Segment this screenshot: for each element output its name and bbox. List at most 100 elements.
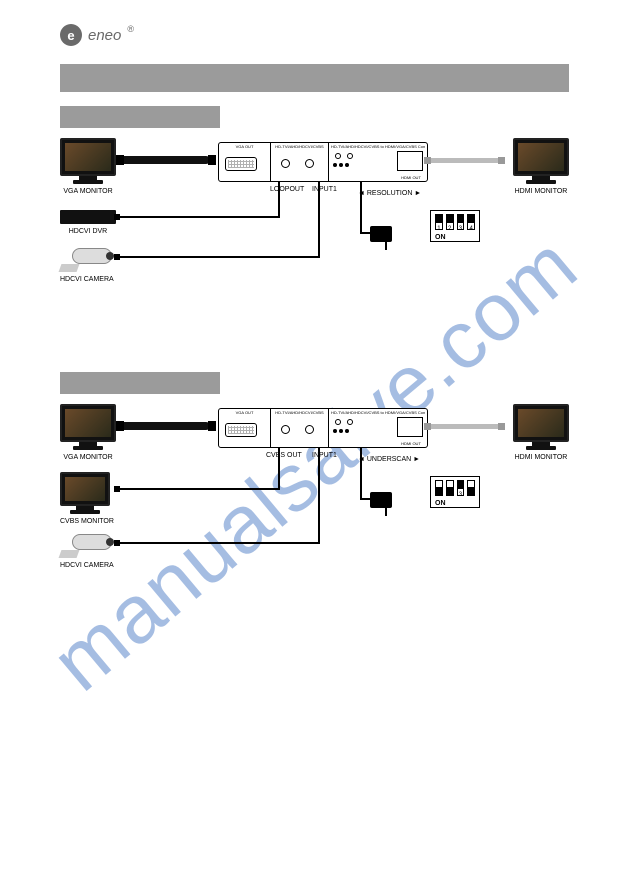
- knob-2b: [347, 419, 353, 425]
- hdmi-plug-r: [498, 157, 505, 164]
- bnc-2-icon: [305, 159, 314, 168]
- topic2-heading-bar: [60, 372, 220, 394]
- cvbs-cable-h: [118, 488, 278, 490]
- dip2-n3: 3: [457, 492, 465, 498]
- dip-n1: 1: [435, 226, 443, 232]
- knob-2: [347, 153, 353, 159]
- section-heading-bar: [60, 64, 569, 92]
- resolution-arrow-label: ◄ RESOLUTION ►: [358, 190, 421, 197]
- cvbs-monitor-block: CVBS MONITOR: [60, 472, 114, 525]
- cam-cable-h: [118, 256, 318, 258]
- vga-monitor-block: VGA MONITOR: [60, 138, 116, 195]
- vga-monitor-icon: [60, 138, 116, 176]
- psu-cable: [360, 182, 362, 232]
- input1-label: INPUT1: [312, 186, 337, 193]
- led-row-2: [333, 429, 349, 433]
- vga-plug-left-2: [116, 421, 124, 431]
- cam-cable-v: [318, 182, 320, 258]
- hdmi-plug-r-2: [498, 423, 505, 430]
- vga-cable: [120, 156, 210, 164]
- pane-vga: VGA OUT: [219, 143, 271, 181]
- camera-block-2: HDCVI CAMERA: [60, 534, 114, 569]
- dip-switch-2: 1 2 3 4 ON: [430, 476, 480, 508]
- pane-right: HD-TVI/AHD/HDCVI/CVBS to HDMI/VGA/CVBS C…: [329, 143, 427, 181]
- pane-vga-2: VGA OUT: [219, 409, 271, 447]
- vga-cable-2: [120, 422, 210, 430]
- brand-name: eneo: [88, 27, 121, 44]
- loopout-label: LOOPOUT: [270, 186, 304, 193]
- vga-monitor-block-2: VGA MONITOR: [60, 404, 116, 461]
- hdmi-monitor-icon-2: [513, 404, 569, 442]
- brand-registered: ®: [127, 24, 134, 34]
- dvr-label: HDCVI DVR: [60, 228, 116, 235]
- dip-on-label: ON: [435, 234, 446, 241]
- cam-bnc-plug-2: [114, 540, 120, 546]
- dip-n4: 4: [467, 226, 475, 232]
- dvr-bnc-plug: [114, 214, 120, 220]
- topic2-diagram: VGA MONITOR CVBS MONITOR HDCVI CAMERA VG…: [60, 404, 569, 624]
- converter-box-2: VGA OUT HD-TVI/AHD/HDCVI/CVBS HD-TVI/AHD…: [218, 408, 428, 448]
- pane-bnc-2: HD-TVI/AHD/HDCVI/CVBS: [271, 409, 329, 447]
- knob-1b: [335, 419, 341, 425]
- manual-page: manualsaive.com e eneo ® VGA MONITOR HDC…: [0, 0, 629, 893]
- cvbsout-label: CVBS OUT: [266, 452, 302, 459]
- vga-plug-left: [116, 155, 124, 165]
- pane-vga-label: VGA OUT: [221, 144, 268, 149]
- pane-right-label: HD-TVI/AHD/HDCVI/CVBS to HDMI/VGA/CVBS C…: [331, 144, 425, 149]
- psu-cable-2: [360, 448, 362, 498]
- vga-monitor-icon-2: [60, 404, 116, 442]
- input1-label-2: INPUT1: [312, 452, 337, 459]
- topic1-heading-bar: [60, 106, 220, 128]
- cvbs-cable-v: [278, 448, 280, 490]
- cvbs-monitor-label: CVBS MONITOR: [60, 518, 114, 525]
- hdmi-monitor-label-2: HDMI MONITOR: [513, 454, 569, 461]
- hdmi-plug-l-2: [424, 423, 431, 430]
- hdmi-monitor-label: HDMI MONITOR: [513, 188, 569, 195]
- dip2-n4: 4: [467, 492, 475, 498]
- topic1-diagram: VGA MONITOR HDCVI DVR HDCVI CAMERA VGA O…: [60, 138, 569, 358]
- pane-right-label-2: HD-TVI/AHD/HDCVI/CVBS to HDMI/VGA/CVBS C…: [331, 410, 425, 415]
- vga-plug-right: [208, 155, 216, 165]
- brand-swirl-icon: e: [60, 24, 82, 46]
- dip2-on-label: ON: [435, 500, 446, 507]
- hdmi-port-box-2: [397, 417, 423, 437]
- camera-icon-2: [60, 534, 112, 554]
- pane-bnc-label: HD-TVI/AHD/HDCVI/CVBS: [273, 144, 326, 149]
- pane-vga-label-2: VGA OUT: [221, 410, 268, 415]
- dip2-n1: 1: [435, 492, 443, 498]
- cvbs-bnc-plug: [114, 486, 120, 492]
- vga-monitor-label: VGA MONITOR: [60, 188, 116, 195]
- knob-1: [335, 153, 341, 159]
- bnc-1-icon: [281, 159, 290, 168]
- vga-port-icon-2: [225, 423, 257, 437]
- psu-cable-h-2: [360, 498, 372, 500]
- cam-cable-h-2: [118, 542, 318, 544]
- pane-bnc: HD-TVI/AHD/HDCVI/CVBS: [271, 143, 329, 181]
- dvr-cable-v: [278, 182, 280, 218]
- hdmi-cable: [428, 158, 500, 163]
- camera-icon: [60, 248, 112, 268]
- hdmi-monitor-block-2: HDMI MONITOR: [513, 404, 569, 461]
- hdmi-monitor-icon: [513, 138, 569, 176]
- camera-label-2: HDCVI CAMERA: [60, 562, 114, 569]
- dip2-n2: 2: [446, 492, 454, 498]
- bnc-1-icon-2: [281, 425, 290, 434]
- hdmi-port-label-2: HDMI OUT: [397, 441, 425, 446]
- dip-n3: 3: [457, 226, 465, 232]
- hdmi-monitor-block: HDMI MONITOR: [513, 138, 569, 195]
- psu-icon: [370, 226, 392, 242]
- camera-block: HDCVI CAMERA: [60, 248, 114, 283]
- underscan-arrow-label: ◄ UNDERSCAN ►: [358, 456, 420, 463]
- dip-switch: 1 2 3 4 ON: [430, 210, 480, 242]
- vga-port-icon: [225, 157, 257, 171]
- brand-logo: e eneo ®: [60, 24, 569, 46]
- cam-bnc-plug: [114, 254, 120, 260]
- bnc-2-icon-2: [305, 425, 314, 434]
- hdmi-cable-2: [428, 424, 500, 429]
- hdmi-port-box: [397, 151, 423, 171]
- dvr-cable-h: [118, 216, 278, 218]
- vga-plug-right-2: [208, 421, 216, 431]
- pane-right-2: HD-TVI/AHD/HDCVI/CVBS to HDMI/VGA/CVBS C…: [329, 409, 427, 447]
- dip-n2: 2: [446, 226, 454, 232]
- camera-label: HDCVI CAMERA: [60, 276, 114, 283]
